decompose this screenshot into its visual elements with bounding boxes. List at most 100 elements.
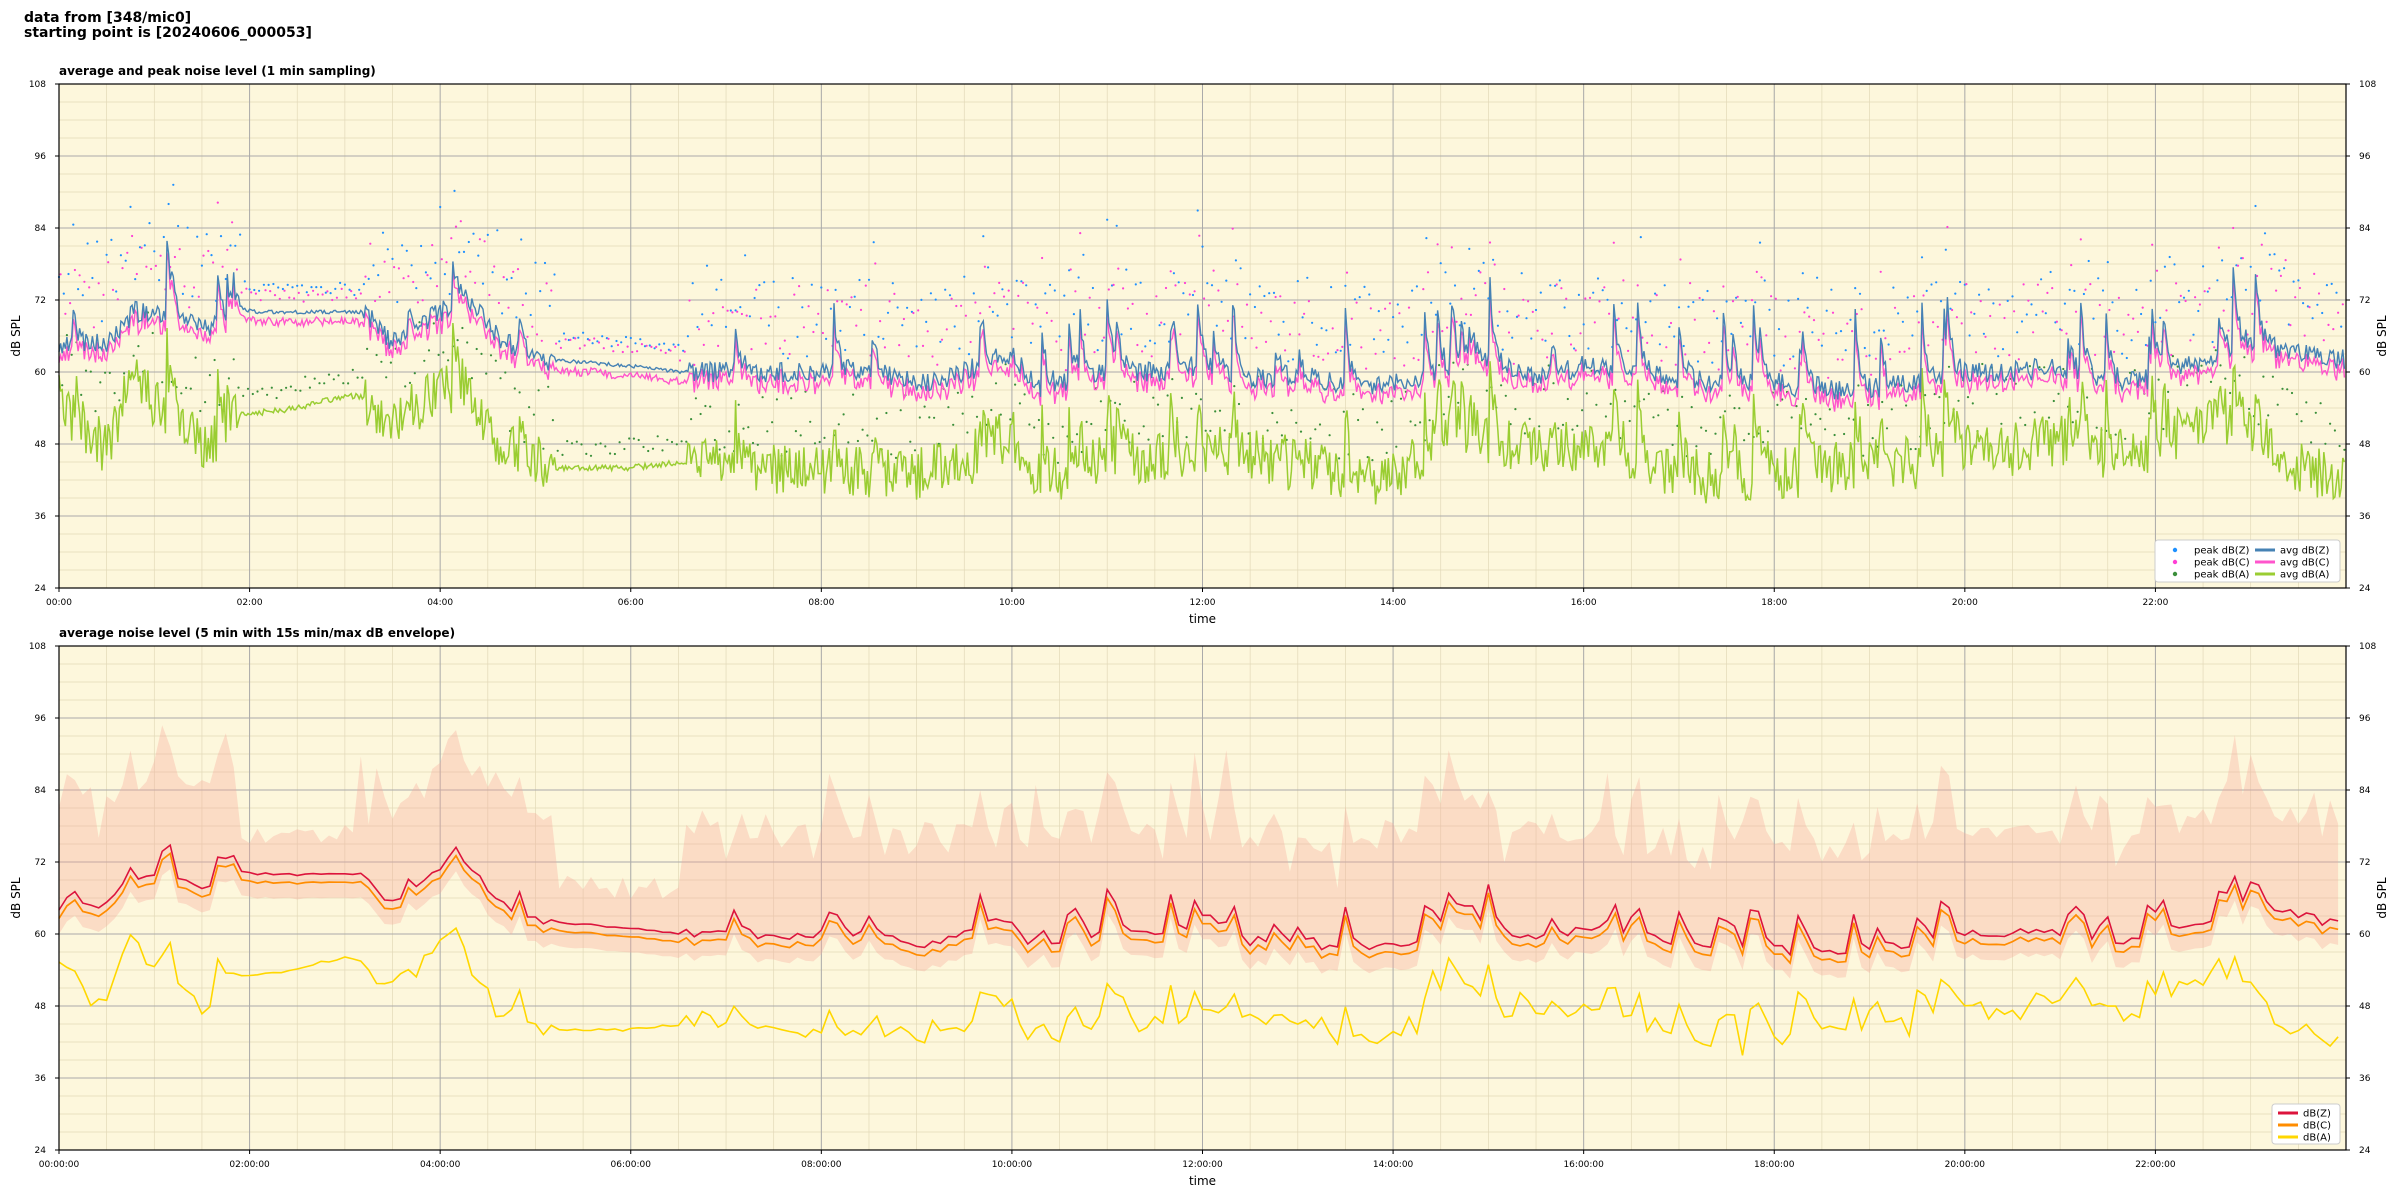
peak-z-point <box>1129 327 1133 330</box>
x-tick-label: 16:00 <box>1571 598 1597 608</box>
peak-c-point <box>216 201 219 204</box>
peak-z-point <box>1563 306 1566 309</box>
peak-c-point <box>2194 296 2197 299</box>
peak-z-point <box>1039 325 1042 328</box>
peak-a-point <box>847 441 850 444</box>
peak-c-point <box>412 280 415 284</box>
peak-a-point <box>1595 403 1598 406</box>
peak-a-point <box>1528 417 1531 420</box>
peak-z-point <box>272 282 275 286</box>
peak-a-point <box>1628 419 1631 423</box>
peak-a-point <box>1180 396 1183 399</box>
peak-c-point <box>1322 358 1325 361</box>
peak-z-point <box>2192 333 2195 336</box>
peak-c-point <box>998 281 1001 284</box>
peak-z-point <box>624 335 628 339</box>
peak-z-point <box>234 244 237 247</box>
peak-c-point <box>979 312 982 315</box>
peak-c-point <box>540 339 543 342</box>
peak-c-point <box>1531 310 1534 313</box>
peak-a-point <box>1947 365 1951 368</box>
peak-c-point <box>64 312 67 315</box>
peak-c-point <box>778 347 782 350</box>
peak-a-point <box>1390 400 1393 403</box>
peak-z-point <box>448 292 451 296</box>
peak-a-point <box>1924 394 1927 397</box>
peak-c-point <box>621 350 624 354</box>
peak-a-point <box>1237 402 1241 406</box>
peak-a-point <box>1299 430 1303 433</box>
peak-z-point <box>663 342 666 345</box>
peak-c-point <box>1593 321 1596 324</box>
x-tick-label: 04:00:00 <box>420 1160 461 1170</box>
peak-c-point <box>388 291 391 294</box>
peak-z-point <box>1716 317 1719 320</box>
peak-a-point <box>1137 432 1141 435</box>
peak-c-point <box>1789 357 1792 361</box>
peak-z-point <box>243 280 246 283</box>
peak-c-point <box>1546 356 1549 359</box>
peak-a-point <box>2043 366 2046 369</box>
peak-z-point <box>1644 321 1647 324</box>
peak-a-point <box>1366 456 1369 459</box>
peak-z-point <box>2182 296 2186 299</box>
peak-z-point <box>1153 342 1156 345</box>
peak-a-point <box>375 353 378 357</box>
peak-z-point <box>1120 333 1123 336</box>
peak-c-point <box>116 298 119 301</box>
peak-a-point <box>570 442 574 445</box>
peak-c-point <box>2051 287 2054 290</box>
peak-z-point <box>1239 267 1242 270</box>
peak-z-point <box>562 332 566 335</box>
peak-c-point <box>273 294 277 297</box>
peak-z-point <box>543 261 547 265</box>
peak-a-point <box>2343 448 2346 451</box>
peak-z-point <box>324 291 327 294</box>
peak-z-point <box>372 264 375 267</box>
peak-z-point <box>100 320 103 323</box>
y-tick-label: 24 <box>35 584 47 594</box>
peak-a-point <box>547 385 550 388</box>
peak-c-point <box>88 286 91 289</box>
peak-c-point <box>188 306 191 309</box>
peak-a-point <box>204 401 207 404</box>
y-tick-label-right: 36 <box>2359 512 2371 522</box>
peak-z-point <box>153 250 156 253</box>
peak-c-point <box>1231 227 1234 230</box>
peak-z-point <box>2335 291 2338 294</box>
peak-c-point <box>1441 330 1444 333</box>
peak-c-point <box>150 267 153 271</box>
peak-z-point <box>1530 337 1533 340</box>
peak-c-point <box>221 265 224 268</box>
peak-a-point <box>1361 408 1364 411</box>
x-tick-label: 14:00 <box>1380 598 1406 608</box>
peak-a-point <box>1862 454 1865 457</box>
peak-c-point <box>1793 367 1796 370</box>
peak-z-point <box>1773 354 1776 357</box>
peak-z-point <box>1725 300 1728 303</box>
y-tick-label-right: 48 <box>2359 440 2371 450</box>
peak-z-point <box>2321 311 2324 315</box>
peak-c-point <box>1627 349 1630 352</box>
peak-z-point <box>1010 336 1014 339</box>
peak-z-point <box>158 279 161 282</box>
peak-a-point <box>1523 432 1526 435</box>
peak-z-point <box>686 335 690 338</box>
y-tick-label: 84 <box>35 786 47 796</box>
peak-c-point <box>597 341 601 344</box>
peak-c-point <box>845 303 848 306</box>
peak-c-point <box>1484 282 1487 285</box>
peak-z-point <box>1206 282 1209 285</box>
peak-z-point <box>1758 241 1762 244</box>
peak-a-point <box>1581 409 1584 412</box>
legend-label: dB(Z) <box>2303 1109 2331 1120</box>
peak-z-point <box>1797 297 1800 300</box>
peak-c-point <box>2065 332 2068 335</box>
y-tick-label-right: 96 <box>2359 714 2371 724</box>
peak-z-point <box>1577 293 1580 296</box>
peak-a-point <box>137 345 140 348</box>
peak-c-point <box>802 326 806 329</box>
peak-c-point <box>1755 270 1758 273</box>
peak-a-point <box>1028 423 1031 426</box>
y-tick-label: 60 <box>35 930 47 940</box>
